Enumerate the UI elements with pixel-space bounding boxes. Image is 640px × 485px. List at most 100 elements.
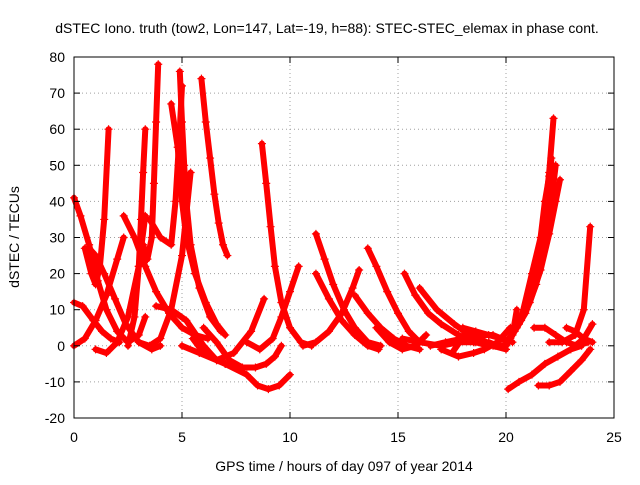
- data-point: [78, 302, 87, 311]
- data-point: [540, 197, 549, 206]
- data-point: [549, 114, 558, 123]
- data-point: [383, 287, 392, 296]
- data-point: [212, 338, 221, 347]
- data-point: [98, 327, 107, 336]
- data-point: [277, 312, 286, 321]
- data-point: [270, 262, 279, 271]
- data-point: [454, 352, 463, 361]
- data-point: [458, 323, 467, 332]
- data-point: [186, 168, 195, 177]
- data-point: [484, 338, 493, 347]
- data-point: [324, 327, 333, 336]
- series-line: [546, 223, 594, 346]
- data-point: [253, 381, 262, 390]
- data-point: [298, 341, 307, 350]
- data-point: [398, 345, 407, 354]
- data-point: [113, 255, 122, 264]
- series-line: [198, 75, 231, 259]
- data-point: [551, 330, 560, 339]
- data-point: [139, 240, 148, 249]
- data-point: [124, 341, 132, 350]
- data-point: [167, 305, 176, 314]
- data-point: [363, 341, 372, 350]
- data-point: [238, 363, 247, 372]
- data-point: [394, 309, 402, 318]
- data-point: [556, 377, 564, 386]
- data-point: [206, 154, 215, 163]
- data-point: [363, 309, 372, 318]
- data-point: [76, 211, 85, 220]
- data-point: [102, 305, 111, 314]
- data-point: [266, 222, 275, 231]
- data-point: [221, 330, 230, 339]
- data-point: [411, 291, 420, 300]
- data-point: [398, 334, 407, 343]
- data-point: [219, 240, 228, 249]
- series-line: [516, 176, 563, 328]
- series-line: [140, 61, 162, 263]
- data-point: [286, 323, 294, 332]
- data-point: [255, 345, 264, 354]
- data-point: [134, 338, 143, 347]
- data-point: [102, 349, 111, 358]
- data-point: [178, 251, 186, 260]
- data-point: [242, 370, 251, 379]
- series-line: [200, 324, 285, 371]
- data-point: [100, 269, 109, 278]
- data-point: [119, 211, 128, 220]
- data-point: [270, 352, 279, 361]
- data-point: [562, 323, 571, 332]
- y-tick-label: 30: [49, 230, 65, 246]
- data-point: [372, 323, 381, 332]
- series-arc04: [80, 125, 113, 289]
- data-point: [553, 352, 562, 361]
- data-point: [197, 74, 206, 83]
- data-point: [480, 345, 489, 354]
- y-tick-label: -10: [45, 374, 65, 390]
- data-point: [221, 359, 230, 368]
- data-point: [113, 338, 122, 347]
- data-point: [111, 294, 120, 303]
- data-point: [257, 139, 266, 148]
- data-point: [527, 370, 536, 379]
- x-tick-label: 5: [178, 429, 186, 445]
- data-point: [506, 334, 515, 343]
- series-line: [81, 126, 112, 288]
- data-point: [577, 356, 586, 365]
- data-point: [152, 302, 161, 311]
- data-point: [167, 240, 176, 249]
- series-arc41: [534, 345, 595, 390]
- data-point: [571, 341, 580, 350]
- series-arc19: [257, 139, 316, 350]
- data-point: [199, 349, 208, 358]
- y-tick-label: 0: [57, 338, 65, 354]
- series-arc18: [199, 323, 286, 372]
- data-point: [424, 309, 433, 318]
- series-line: [86, 245, 164, 353]
- data-point: [136, 215, 145, 224]
- plot-area: [70, 60, 597, 394]
- data-point: [320, 255, 329, 264]
- data-point: [471, 327, 480, 336]
- data-point: [372, 262, 381, 271]
- y-tick-label: 20: [49, 266, 65, 282]
- data-point: [91, 280, 100, 289]
- data-point: [182, 316, 191, 325]
- data-point: [527, 269, 536, 278]
- data-point: [311, 269, 320, 278]
- data-point: [229, 349, 238, 358]
- data-point: [504, 385, 513, 394]
- data-point: [147, 233, 156, 242]
- data-point: [337, 309, 346, 318]
- data-point: [149, 179, 158, 188]
- axis-ticks: 0 5 10 15 20 25 -20 -10 0 10 20 30 40 50 60 70 80: [45, 49, 622, 445]
- data-point: [216, 327, 225, 336]
- data-point: [247, 327, 256, 336]
- data-point: [311, 229, 320, 238]
- data-point: [201, 117, 210, 126]
- series-arc45: [571, 320, 597, 350]
- y-tick-label: -20: [45, 410, 65, 426]
- data-point: [426, 341, 435, 350]
- data-point: [484, 330, 493, 339]
